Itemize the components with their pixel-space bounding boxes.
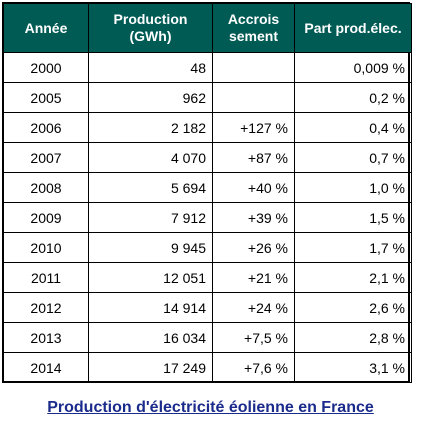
share-cell: 3,1 %: [294, 352, 412, 383]
share-cell: 0,4 %: [294, 112, 412, 143]
share-cell: 0,2 %: [294, 82, 412, 113]
production-cell: 4 070: [88, 142, 213, 173]
growth-cell: +26 %: [212, 232, 295, 263]
year-cell: 2007: [3, 142, 89, 173]
table-caption-link[interactable]: Production d'électricité éolienne en Fra…: [47, 399, 374, 416]
growth-cell: +7,5 %: [212, 322, 295, 353]
production-cell: 962: [88, 82, 213, 113]
year-cell: 2009: [3, 202, 89, 233]
share-cell: 1,5 %: [294, 202, 412, 233]
year-cell: 2000: [3, 52, 89, 83]
wind-production-table: Année Production (GWh) Accrois sement Pa…: [3, 3, 412, 383]
production-cell: 7 912: [88, 202, 213, 233]
production-cell: 48: [88, 52, 213, 83]
wind-production-table-container: Année Production (GWh) Accrois sement Pa…: [2, 2, 412, 383]
production-cell: 2 182: [88, 112, 213, 143]
growth-cell: +87 %: [212, 142, 295, 173]
year-cell: 2011: [3, 262, 89, 293]
year-cell: 2014: [3, 352, 89, 383]
table-body: 2000 48 0,009 % 2005 962 0,2 % 2006 2 182 +127 %…: [3, 52, 412, 383]
production-cell: 16 034: [88, 322, 213, 353]
growth-cell: +7,6 %: [212, 352, 295, 383]
year-cell: 2008: [3, 172, 89, 203]
share-cell: 1,0 %: [294, 172, 412, 203]
table-row: 2008 5 694 +40 % 1,0 %: [3, 172, 412, 203]
production-cell: 12 051: [88, 262, 213, 293]
header-growth: Accrois sement: [212, 3, 295, 53]
header-share: Part prod.élec.: [294, 3, 412, 53]
share-cell: 1,7 %: [294, 232, 412, 263]
header-year: Année: [3, 3, 89, 53]
growth-cell: [212, 82, 295, 113]
year-cell: 2006: [3, 112, 89, 143]
year-cell: 2012: [3, 292, 89, 323]
table-row: 2007 4 070 +87 % 0,7 %: [3, 142, 412, 173]
production-cell: 14 914: [88, 292, 213, 323]
table-row: 2006 2 182 +127 % 0,4 %: [3, 112, 412, 143]
table-header-row: Année Production (GWh) Accrois sement Pa…: [3, 3, 412, 53]
production-cell: 9 945: [88, 232, 213, 263]
table-row: 2014 17 249 +7,6 % 3,1 %: [3, 352, 412, 383]
table-row: 2011 12 051 +21 % 2,1 %: [3, 262, 412, 293]
production-cell: 17 249: [88, 352, 213, 383]
growth-cell: +39 %: [212, 202, 295, 233]
table-row: 2012 14 914 +24 % 2,6 %: [3, 292, 412, 323]
growth-cell: [212, 52, 295, 83]
table-row: 2010 9 945 +26 % 1,7 %: [3, 232, 412, 263]
header-production: Production (GWh): [88, 3, 213, 53]
table-row: 2005 962 0,2 %: [3, 82, 412, 113]
year-cell: 2013: [3, 322, 89, 353]
share-cell: 0,7 %: [294, 142, 412, 173]
growth-cell: +127 %: [212, 112, 295, 143]
table-row: 2000 48 0,009 %: [3, 52, 412, 83]
table-row: 2013 16 034 +7,5 % 2,8 %: [3, 322, 412, 353]
growth-cell: +24 %: [212, 292, 295, 323]
production-cell: 5 694: [88, 172, 213, 203]
year-cell: 2010: [3, 232, 89, 263]
share-cell: 0,009 %: [294, 52, 412, 83]
share-cell: 2,8 %: [294, 322, 412, 353]
share-cell: 2,6 %: [294, 292, 412, 323]
year-cell: 2005: [3, 82, 89, 113]
growth-cell: +21 %: [212, 262, 295, 293]
growth-cell: +40 %: [212, 172, 295, 203]
share-cell: 2,1 %: [294, 262, 412, 293]
table-row: 2009 7 912 +39 % 1,5 %: [3, 202, 412, 233]
